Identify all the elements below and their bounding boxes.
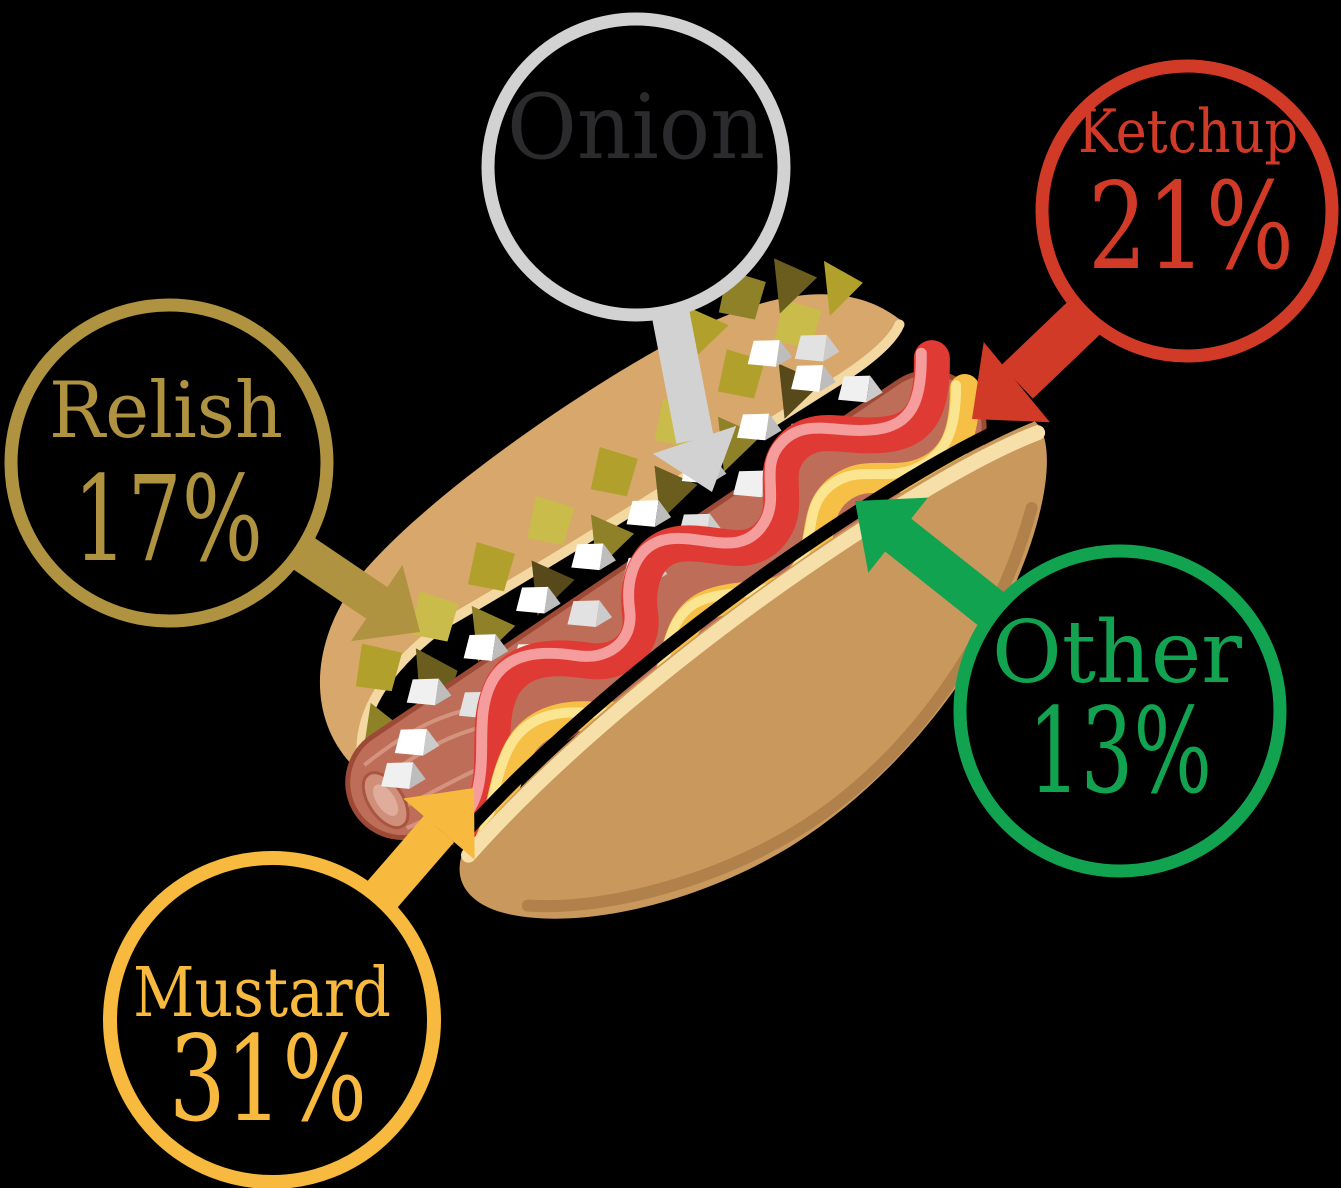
ketchup-ribbon bbox=[442, 340, 950, 847]
ketchup-circle bbox=[1035, 59, 1339, 363]
onion-arrowhead bbox=[652, 425, 737, 492]
callout-onion: Onion bbox=[481, 12, 791, 492]
other-arrowhead bbox=[855, 497, 928, 573]
other-pointer bbox=[884, 518, 1009, 629]
callout-other: Other 13% bbox=[855, 497, 1287, 878]
onion-circle bbox=[481, 12, 791, 322]
ketchup-arrowhead bbox=[972, 342, 1050, 423]
mustard-label: Mustard bbox=[133, 954, 391, 1033]
bun-gap-line bbox=[451, 411, 1035, 847]
mustard-value: 31% bbox=[169, 1010, 367, 1148]
relish-pointer bbox=[289, 535, 388, 619]
relish-circle bbox=[4, 298, 334, 628]
other-circle bbox=[953, 544, 1287, 878]
relish-label: Relish bbox=[49, 366, 283, 456]
callout-mustard: Mustard 31% bbox=[103, 788, 475, 1188]
other-label: Other bbox=[992, 603, 1243, 703]
mustard-pointer bbox=[365, 815, 455, 910]
ketchup-label: Ketchup bbox=[1078, 97, 1298, 167]
mustard-ribbon bbox=[475, 374, 980, 856]
mustard-circle bbox=[103, 851, 441, 1188]
ketchup-pointer bbox=[1001, 299, 1102, 399]
relish-arrowhead bbox=[351, 564, 420, 642]
onion-label: Onion bbox=[507, 75, 765, 180]
front-bun-highlight bbox=[461, 425, 1046, 863]
other-value: 13% bbox=[1028, 682, 1212, 820]
onion-pointer bbox=[651, 307, 714, 444]
ketchup-value: 21% bbox=[1088, 158, 1294, 297]
callout-ketchup: Ketchup 21% bbox=[972, 59, 1339, 423]
back-bun bbox=[319, 294, 900, 773]
relish-value: 17% bbox=[73, 450, 263, 588]
callout-relish: Relish 17% bbox=[4, 298, 420, 642]
mustard-arrowhead bbox=[403, 788, 475, 860]
